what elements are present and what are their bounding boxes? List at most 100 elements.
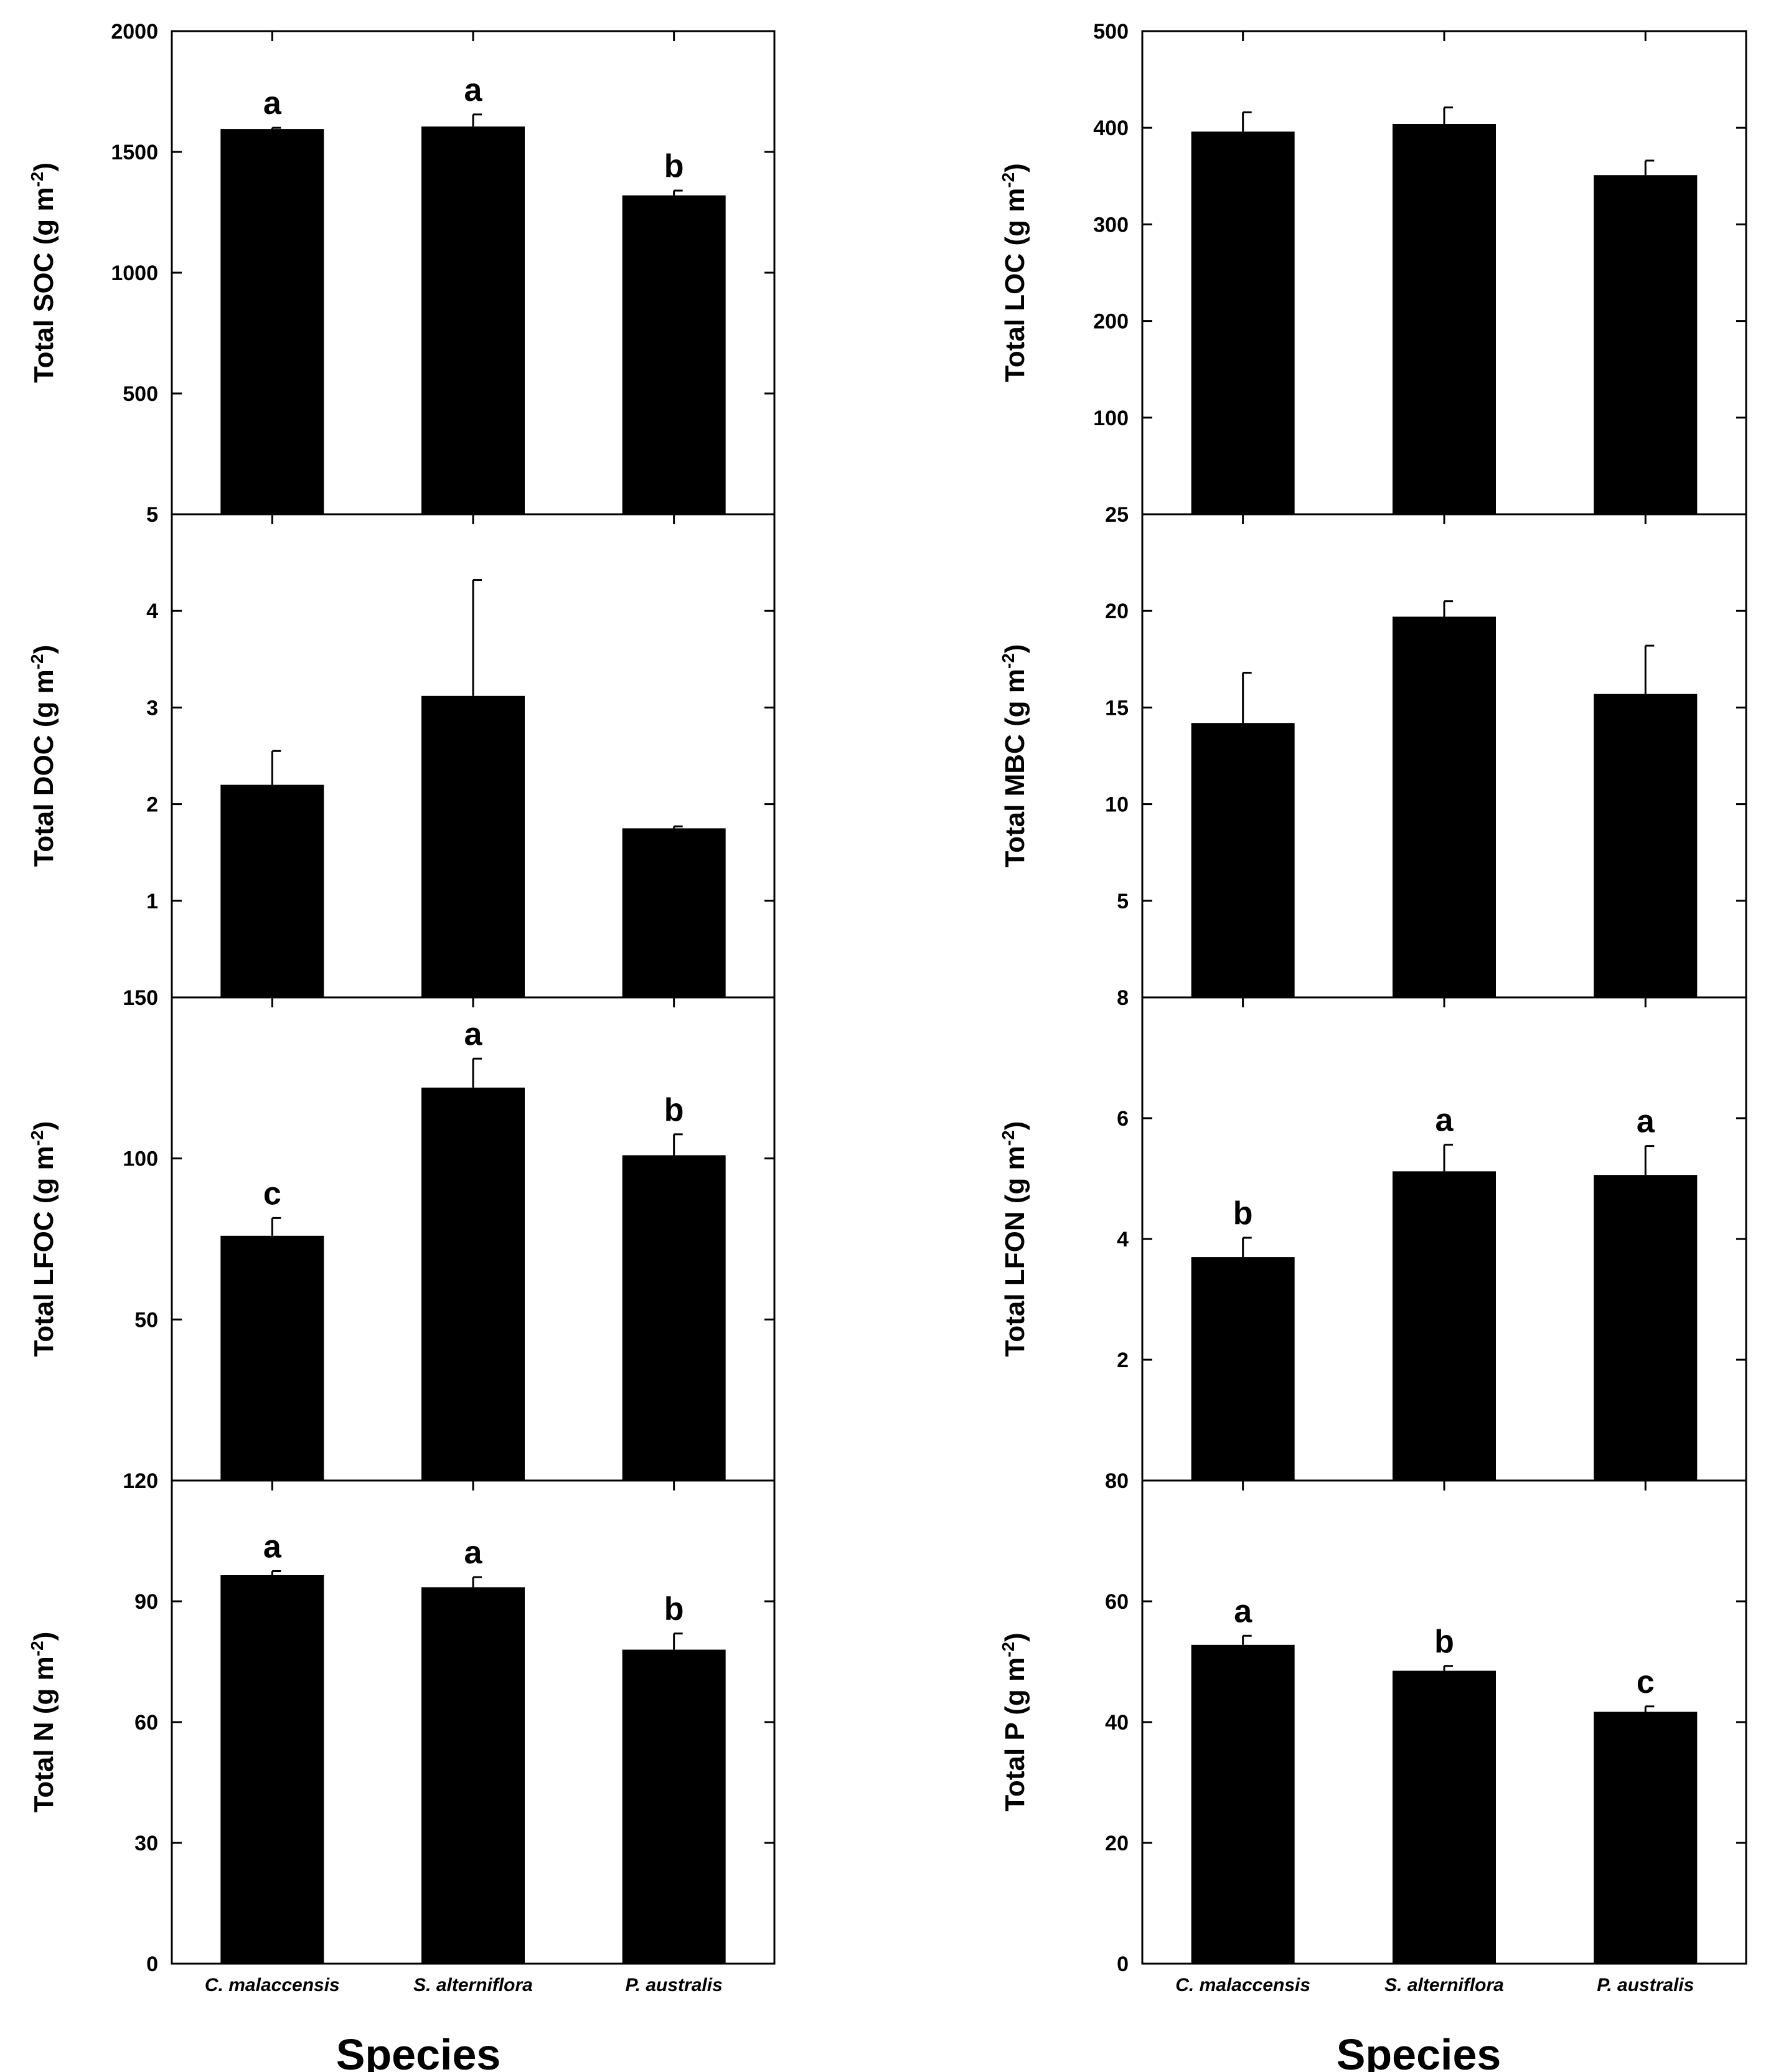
significance-letter: b	[664, 148, 684, 184]
y-axis-label-doc: Total DOC (g m-2)	[27, 645, 59, 867]
category-label: P. australis	[1597, 1975, 1694, 1995]
significance-letter: b	[1233, 1195, 1253, 1231]
category-label: S. alterniflora	[413, 1975, 533, 1995]
significance-letter: c	[1637, 1664, 1655, 1700]
panel-n: 0 30 60 90 120 a a b Total N (g m-2)	[27, 1469, 776, 1976]
y-axis-label-lfoc: Total LFOC (g m-2)	[27, 1121, 59, 1357]
bar-soc-2	[622, 195, 726, 515]
ytick-label: 200	[1093, 310, 1129, 334]
significance-letter: a	[263, 85, 282, 121]
significance-letter: a	[464, 1535, 483, 1571]
panel-soc: 5 500 1000 1500 2000 a a b Total SOC (g m-2)	[27, 20, 776, 527]
significance-letter: a	[1234, 1593, 1252, 1629]
category-label: P. australis	[626, 1975, 723, 1995]
bar-soc-1	[421, 126, 525, 514]
ytick-label: 20	[1105, 1832, 1129, 1855]
significance-letter: b	[664, 1092, 684, 1128]
ytick-label: 6	[1117, 1107, 1129, 1131]
y-axis-label-n: Total N (g m-2)	[27, 1632, 59, 1813]
bar-lfoc-1	[421, 1087, 525, 1481]
ytick-label: 15	[1105, 696, 1129, 720]
ytick-label: 20	[1105, 600, 1129, 623]
ytick-label: 1500	[111, 141, 158, 164]
ytick-label: 5	[1117, 890, 1129, 913]
ytick-label: 400	[1093, 116, 1129, 140]
panel-doc: 1 2 3 4 5 Total DOC (g m-2)	[27, 503, 776, 999]
significance-letter: b	[664, 1591, 684, 1627]
significance-letter: a	[1435, 1103, 1454, 1139]
y-axis-label-loc: Total LOC (g m-2)	[998, 163, 1030, 382]
ytick-label: 50	[134, 1308, 158, 1332]
bar-p-2	[1594, 1712, 1698, 1964]
ytick-label: 90	[134, 1590, 158, 1614]
ytick-label: 150	[123, 986, 158, 1010]
ytick-label: 2000	[111, 20, 158, 44]
bar-p-1	[1393, 1670, 1496, 1964]
x-axis-title: Species	[1337, 2030, 1501, 2072]
category-label: S. alterniflora	[1384, 1975, 1504, 1995]
ytick-label: 30	[134, 1832, 158, 1855]
bar-mbc-0	[1191, 723, 1295, 997]
bar-lfoc-2	[622, 1155, 726, 1481]
panel-lfoc: 50 100 150 c a b Total LFOC (g m-2)	[27, 986, 776, 1482]
bar-doc-2	[622, 828, 726, 997]
category-label: C. malaccensis	[205, 1975, 340, 1995]
significance-letter: a	[1637, 1104, 1655, 1140]
significance-letter: b	[1434, 1624, 1454, 1660]
bar-mbc-2	[1594, 694, 1698, 997]
ytick-label: 4	[146, 600, 158, 623]
ytick-label: 3	[146, 696, 158, 720]
ytick-label: 8	[1117, 986, 1129, 1010]
ytick-label: 0	[146, 1952, 158, 1976]
y-axis-label-soc: Total SOC (g m-2)	[27, 162, 59, 383]
ytick-label: 5	[146, 503, 158, 527]
ytick-label: 2	[146, 793, 158, 817]
y-axis-label-p: Total P (g m-2)	[998, 1632, 1030, 1811]
bar-doc-0	[220, 784, 324, 997]
ytick-label: 2	[1117, 1349, 1129, 1372]
bar-lfon-1	[1393, 1171, 1496, 1481]
ytick-label: 60	[134, 1711, 158, 1735]
significance-letter: a	[263, 1529, 282, 1565]
bar-mbc-1	[1393, 616, 1496, 997]
ytick-label: 80	[1105, 1469, 1129, 1493]
ytick-label: 120	[123, 1469, 158, 1493]
ytick-label: 10	[1105, 793, 1129, 817]
bar-n-1	[421, 1587, 525, 1964]
ytick-label: 0	[1117, 1952, 1129, 1976]
bar-n-2	[622, 1649, 726, 1964]
bar-lfoc-0	[220, 1235, 324, 1481]
panel-p: 0 20 40 60 80 a b c Total P (g m-2)	[998, 1469, 1747, 1976]
bar-loc-2	[1594, 175, 1698, 514]
significance-letter: c	[263, 1175, 281, 1212]
bar-loc-0	[1191, 131, 1295, 514]
bar-lfon-2	[1594, 1175, 1698, 1481]
ytick-label: 300	[1093, 213, 1129, 237]
ytick-label: 60	[1105, 1590, 1129, 1614]
significance-letter: a	[464, 1016, 483, 1052]
ytick-label: 40	[1105, 1711, 1129, 1735]
bar-lfon-0	[1191, 1257, 1295, 1481]
bar-n-0	[220, 1575, 324, 1964]
bar-doc-1	[421, 695, 525, 997]
ytick-label: 100	[123, 1147, 158, 1171]
ytick-label: 100	[1093, 407, 1129, 430]
y-axis-label-lfon: Total LFON (g m-2)	[998, 1121, 1030, 1357]
bar-soc-0	[220, 129, 324, 514]
ytick-label: 5	[146, 503, 158, 527]
ytick-label: 4	[1117, 1228, 1129, 1251]
bar-p-0	[1191, 1644, 1295, 1964]
category-label: C. malaccensis	[1175, 1975, 1310, 1995]
x-axis-title: Species	[336, 2030, 501, 2072]
panel-lfon: 2 4 6 8 b a a Total LFON (g m-2)	[998, 986, 1747, 1482]
panel-loc: 100 200 300 400 500 Total LOC (g m-2)	[998, 20, 1747, 516]
ytick-label: 500	[123, 382, 158, 406]
ytick-label: 1000	[111, 261, 158, 285]
ytick-label: 500	[1093, 20, 1129, 44]
ytick-label: 1	[146, 890, 158, 913]
ytick-label: 25	[1105, 503, 1129, 527]
panel-mbc: 5 10 15 20 25 Total MBC (g m-2)	[998, 503, 1747, 999]
y-axis-label-mbc: Total MBC (g m-2)	[998, 644, 1030, 868]
bar-loc-1	[1393, 123, 1496, 514]
